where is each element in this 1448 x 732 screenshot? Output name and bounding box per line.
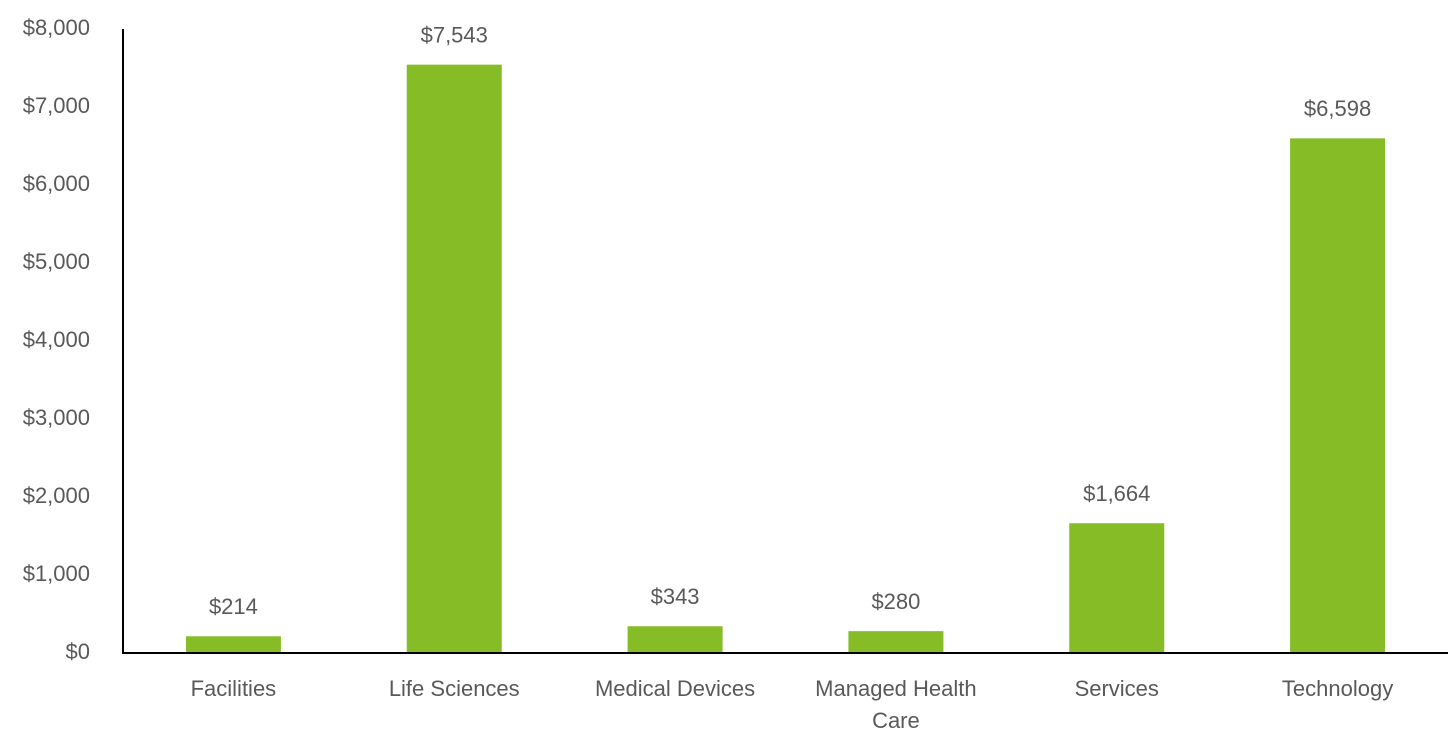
data-label: $214 [209, 594, 258, 619]
bar [1290, 138, 1386, 653]
x-tick-label: Technology [1281, 676, 1394, 701]
bar [185, 636, 281, 653]
bar [406, 64, 502, 653]
y-tick-label: $4,000 [23, 327, 90, 352]
data-label: $343 [651, 584, 700, 609]
y-tick-label: $3,000 [23, 405, 90, 430]
y-tick-label: $2,000 [23, 483, 90, 508]
y-tick-label: $7,000 [23, 93, 90, 118]
bar [848, 631, 944, 653]
y-tick-label: $1,000 [23, 561, 90, 586]
x-tick-label: Life Sciences [388, 676, 520, 701]
data-label: $6,598 [1304, 96, 1371, 121]
y-tick-label: $6,000 [23, 171, 90, 196]
y-tick-label: $0 [66, 639, 90, 664]
x-tick-label: Services [1074, 676, 1159, 701]
data-label: $1,664 [1083, 481, 1150, 506]
y-tick-label: $8,000 [23, 15, 90, 40]
y-tick-label: $5,000 [23, 249, 90, 274]
data-label: $280 [871, 589, 920, 614]
x-tick-label: Facilities [190, 676, 277, 701]
data-label: $7,543 [421, 22, 488, 47]
x-tick-label: Medical Devices [594, 676, 756, 701]
bar [627, 626, 723, 653]
bar [1069, 523, 1165, 653]
x-tick-label: Managed Health Care [815, 676, 977, 732]
